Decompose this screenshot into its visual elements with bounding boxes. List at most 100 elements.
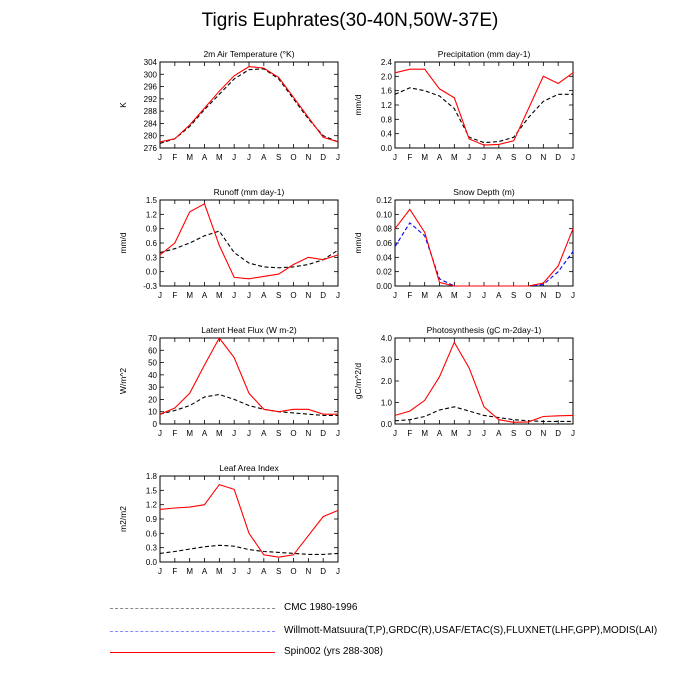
- x-tick-label: J: [232, 153, 236, 162]
- y-tick-label: 304: [144, 58, 158, 67]
- y-tick-label: 30: [148, 383, 157, 392]
- x-tick-label: J: [232, 429, 236, 438]
- y-tick-label: 0: [153, 420, 158, 429]
- x-tick-label: D: [320, 291, 326, 300]
- x-tick-label: J: [336, 291, 340, 300]
- x-tick-label: A: [496, 429, 502, 438]
- x-tick-label: A: [261, 291, 267, 300]
- y-tick-label: 0.06: [376, 239, 392, 248]
- y-axis-label: W/m^2: [118, 368, 128, 394]
- x-tick-label: M: [186, 153, 193, 162]
- series-line-spin002: [159, 66, 339, 143]
- x-tick-label: S: [276, 153, 281, 162]
- x-tick-label: J: [336, 153, 340, 162]
- y-tick-label: 0.6: [146, 239, 158, 248]
- y-tick-label: 1.8: [146, 472, 158, 481]
- x-tick-label: S: [276, 567, 281, 576]
- x-tick-label: M: [216, 567, 223, 576]
- x-tick-label: N: [305, 153, 311, 162]
- y-tick-label: 10: [148, 408, 157, 417]
- series-line-observations: [394, 222, 574, 287]
- x-tick-label: J: [158, 153, 162, 162]
- x-tick-label: M: [186, 291, 193, 300]
- x-tick-label: N: [305, 567, 311, 576]
- y-tick-label: 1.5: [146, 486, 158, 495]
- x-tick-label: A: [496, 291, 502, 300]
- x-tick-label: F: [407, 429, 412, 438]
- panel-7: Leaf Area Index m2/m2 0.0 0.3 0.6 0.9 1.2 1.5 1.…: [118, 463, 340, 576]
- x-tick-label: J: [232, 291, 236, 300]
- x-tick-label: J: [467, 429, 471, 438]
- x-tick-label: S: [511, 153, 516, 162]
- x-tick-label: A: [261, 429, 267, 438]
- plot-frame: [159, 199, 339, 287]
- series-line-spin002: [394, 208, 574, 287]
- x-tick-label: O: [290, 429, 296, 438]
- x-tick-label: A: [437, 153, 443, 162]
- y-tick-label: 0.0: [381, 420, 393, 429]
- y-tick-label: 1.2: [381, 101, 393, 110]
- plot-frame: [159, 61, 339, 149]
- panel-6: Photosynthesis (gC m-2day-1) gC/m^2/d 0.0 1…: [353, 325, 575, 438]
- x-tick-label: M: [451, 153, 458, 162]
- x-tick-label: F: [172, 429, 177, 438]
- x-tick-label: A: [202, 291, 208, 300]
- x-tick-label: J: [158, 567, 162, 576]
- x-tick-label: F: [172, 153, 177, 162]
- x-tick-label: M: [421, 291, 428, 300]
- y-tick-label: 0.9: [146, 515, 158, 524]
- figure-title: Tigris Euphrates(30-40N,50W-37E): [201, 10, 499, 31]
- y-axis-label: K: [118, 102, 128, 108]
- y-axis-label: m2/m2: [118, 506, 128, 532]
- panel-1: 2m Air Temperature (°K) K 276 280 284 288 292 2…: [118, 49, 340, 162]
- x-tick-label: D: [320, 567, 326, 576]
- y-tick-label: 50: [148, 359, 157, 368]
- y-tick-label: 1.5: [146, 196, 158, 205]
- panel-2: Precipitation (mm day-1) mm/d 0.0 0.4 0.8 1.2…: [353, 49, 575, 162]
- y-tick-label: 0.10: [376, 210, 392, 219]
- x-tick-label: A: [496, 153, 502, 162]
- legend-label-cmc: CMC 1980-1996: [284, 602, 358, 613]
- y-axis-label: mm/d: [353, 94, 363, 116]
- x-tick-label: J: [571, 153, 575, 162]
- y-axis-label: mm/d: [353, 232, 363, 254]
- x-tick-label: O: [525, 291, 531, 300]
- y-tick-label: 0.02: [376, 268, 392, 277]
- series-line-spin002: [394, 68, 574, 146]
- series-line-spin002: [159, 336, 338, 415]
- x-tick-label: N: [305, 291, 311, 300]
- y-tick-label: 300: [144, 70, 158, 79]
- x-tick-label: J: [247, 291, 251, 300]
- x-tick-label: J: [482, 153, 486, 162]
- panel-title: Precipitation (mm day-1): [438, 49, 531, 59]
- x-tick-label: J: [393, 429, 397, 438]
- y-tick-label: -0.3: [143, 282, 157, 291]
- y-tick-label: 0.9: [146, 225, 158, 234]
- y-tick-label: 1.2: [146, 501, 158, 510]
- y-tick-label: 280: [144, 132, 158, 141]
- x-tick-label: J: [467, 291, 471, 300]
- panel-title: Runoff (mm day-1): [214, 187, 285, 197]
- x-tick-label: A: [202, 429, 208, 438]
- x-tick-label: J: [393, 291, 397, 300]
- panel-4: Snow Depth (m) mm/d 0.00 0.02 0.04 0.06 0.08 0.…: [353, 187, 575, 300]
- y-tick-label: 4.0: [381, 334, 393, 343]
- y-tick-label: 20: [148, 395, 157, 404]
- x-tick-label: D: [320, 153, 326, 162]
- legend-swatch-observations: [110, 631, 275, 632]
- x-tick-label: O: [290, 291, 296, 300]
- series-line-spin002: [159, 483, 339, 558]
- y-axis-label: mm/d: [118, 232, 128, 254]
- x-tick-label: J: [336, 567, 340, 576]
- series-line-cmc: [159, 230, 339, 269]
- x-tick-label: O: [525, 429, 531, 438]
- x-tick-label: M: [451, 291, 458, 300]
- y-tick-label: 0.0: [381, 144, 393, 153]
- x-tick-label: D: [555, 429, 561, 438]
- x-tick-label: D: [555, 291, 561, 300]
- y-tick-label: 0.4: [381, 130, 393, 139]
- x-tick-label: O: [290, 567, 296, 576]
- x-tick-label: S: [511, 429, 516, 438]
- x-tick-label: M: [451, 429, 458, 438]
- x-tick-label: M: [186, 429, 193, 438]
